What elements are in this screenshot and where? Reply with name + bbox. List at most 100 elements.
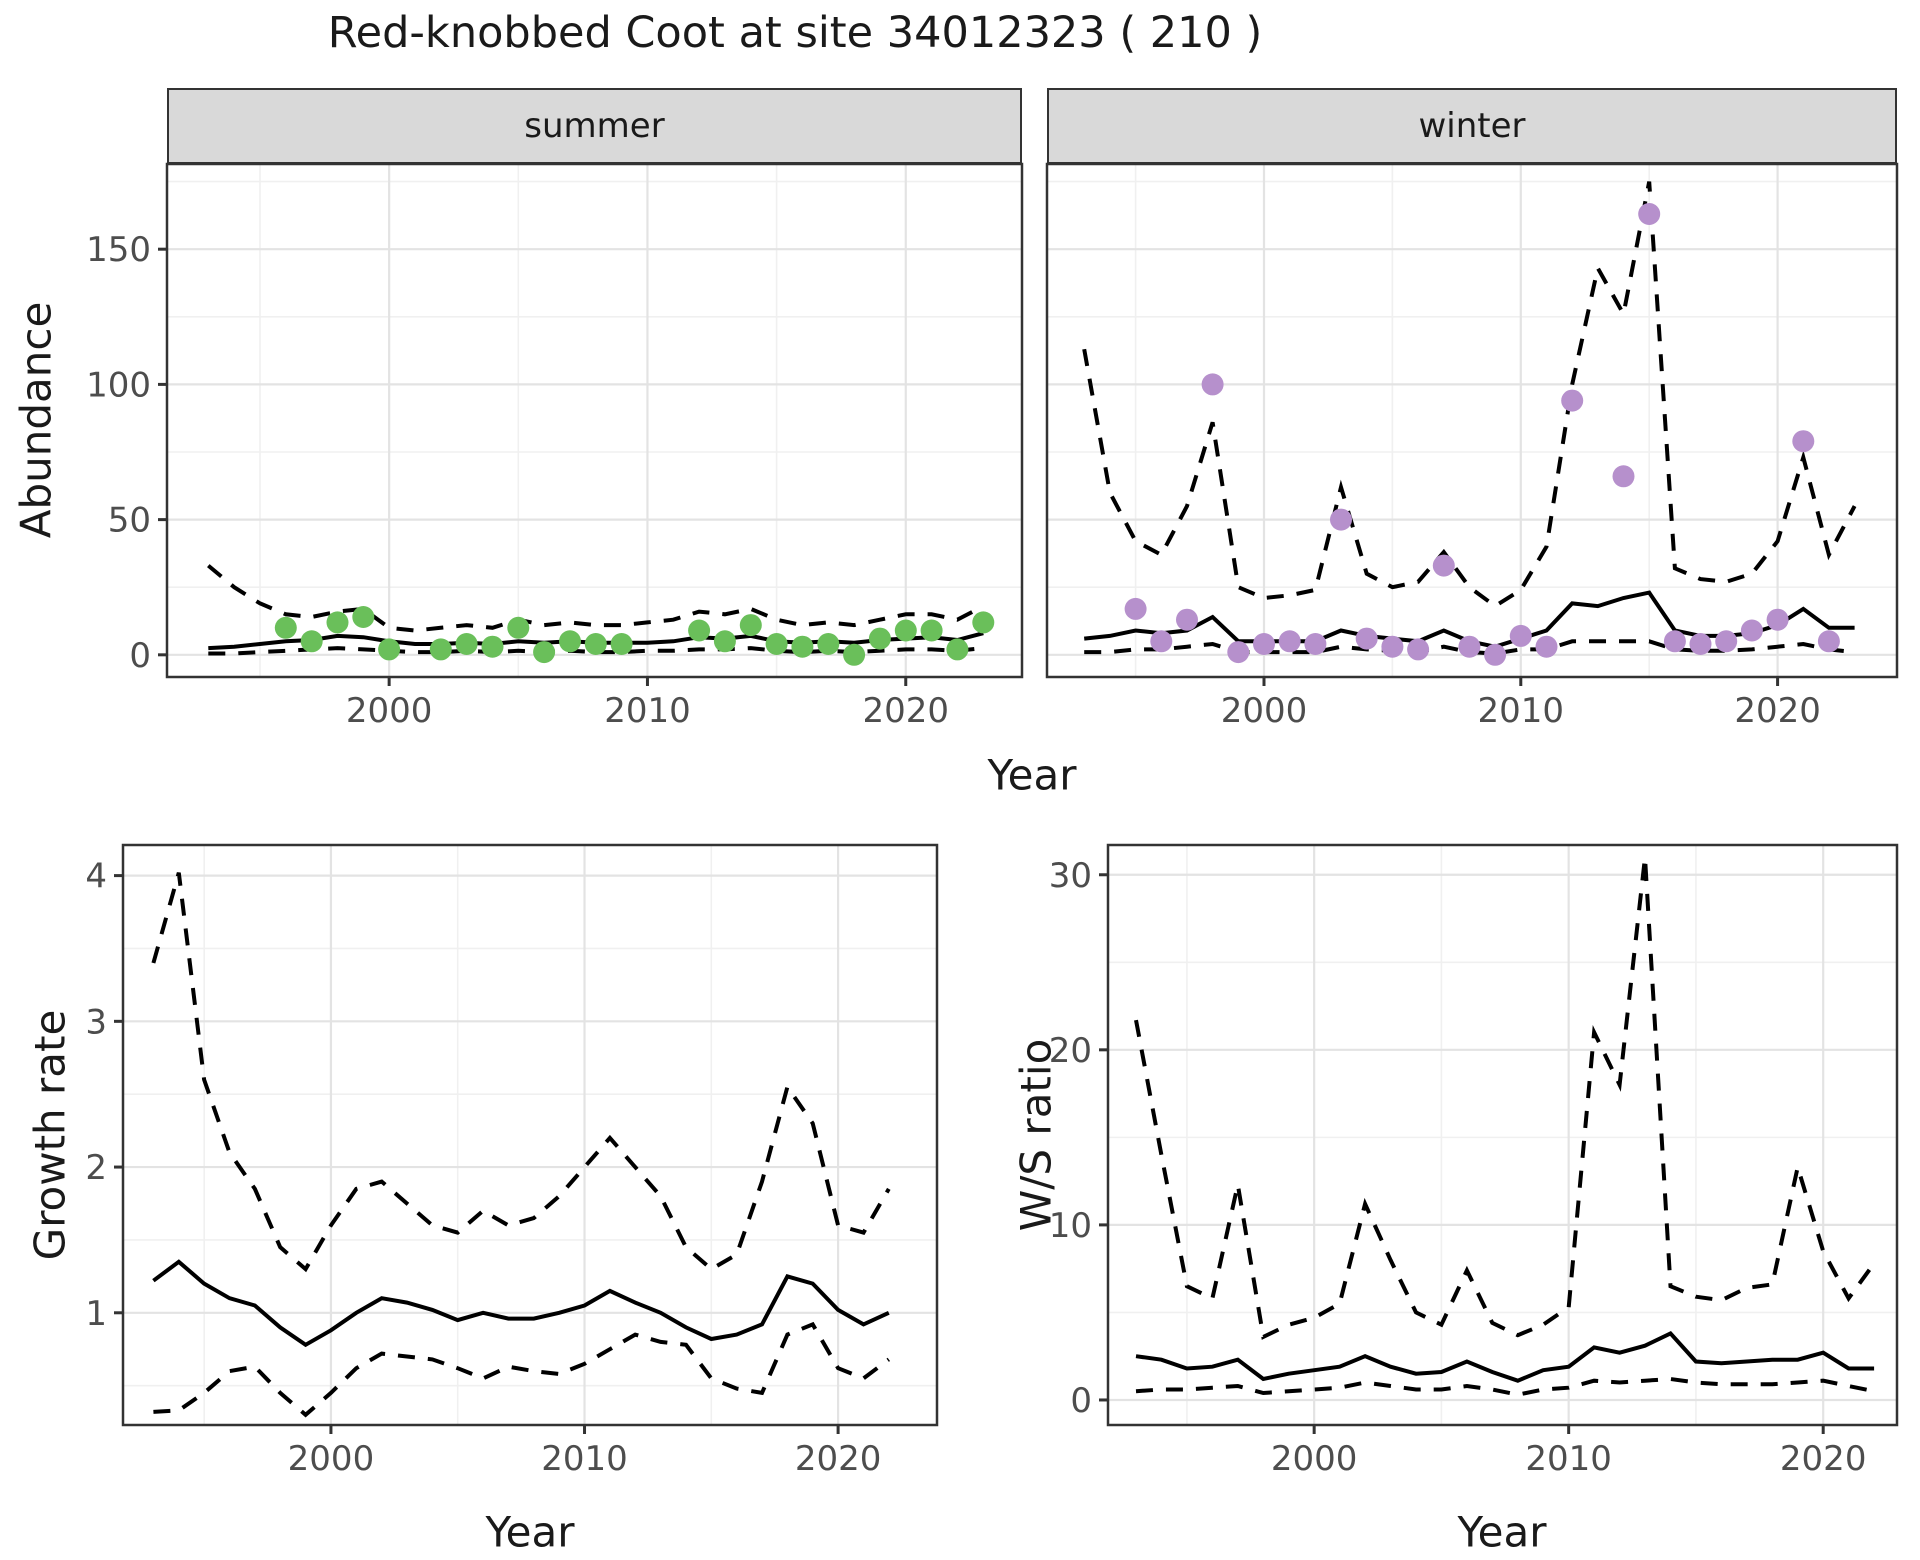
panel-border <box>1045 162 1899 679</box>
upper-ci-line <box>1082 181 1857 609</box>
data-point <box>1253 633 1275 655</box>
axis: 2000 2010 2020 0 10 20 30 <box>1049 856 1867 1479</box>
panel-growth-rate: 2000 2010 2020 1 2 3 4 <box>85 843 939 1479</box>
data-point <box>352 606 375 628</box>
data-point <box>1612 465 1635 488</box>
y-tick-label: 20 <box>1049 1031 1092 1071</box>
data-point <box>739 614 762 637</box>
x-axis-title-ws: Year <box>1457 1507 1547 1557</box>
upper-ci-line <box>1134 857 1876 1340</box>
y-tick-label: 10 <box>1049 1206 1092 1246</box>
lower-ci-line <box>153 1321 891 1418</box>
data-point <box>1663 630 1686 653</box>
data-point <box>713 630 736 653</box>
data-point <box>1355 627 1378 650</box>
data-point <box>1715 630 1738 653</box>
x-tick-label: 2010 <box>1478 691 1565 731</box>
figure-title: Red-knobbed Coot at site 34012323 ( 210 … <box>327 8 1263 58</box>
facet-strip-winter: winter <box>1047 88 1897 164</box>
median-line <box>152 1259 890 1348</box>
data-point <box>378 638 401 661</box>
panel-abundance-summer: 2000 2010 2020 0 50 100 150 <box>86 162 1024 731</box>
y-tick-label: 2 <box>85 1148 107 1188</box>
data-point <box>455 633 478 655</box>
data-point <box>481 635 504 658</box>
data-point <box>868 627 891 650</box>
data-point <box>1817 630 1840 653</box>
y-tick-label: 0 <box>1070 1381 1092 1421</box>
x-tick-label: 2000 <box>1271 1439 1358 1479</box>
x-tick-label: 2020 <box>1780 1439 1867 1479</box>
data-point <box>1150 630 1173 653</box>
data-point <box>1638 203 1661 225</box>
panel-ws-ratio: 2000 2010 2020 0 10 20 30 <box>1049 843 1899 1479</box>
data-point <box>972 611 995 634</box>
y-axis-title-ws: W/S ratio <box>1011 1038 1061 1232</box>
series <box>1082 181 1857 666</box>
upper-ci-line <box>151 872 891 1273</box>
data-point <box>533 641 556 664</box>
data-point <box>843 643 866 666</box>
x-tick-label: 2010 <box>604 691 691 731</box>
y-tick-label: 4 <box>85 857 107 897</box>
grid <box>167 164 1022 677</box>
x-tick-label: 2020 <box>795 1439 882 1479</box>
facet-strip-summer: summer <box>167 88 1022 164</box>
series <box>1134 857 1876 1397</box>
y-tick-label: 30 <box>1049 856 1092 896</box>
data-point <box>300 630 323 653</box>
data-point <box>274 616 297 639</box>
observed-points <box>1124 203 1840 666</box>
data-point <box>1124 597 1147 620</box>
grid <box>1108 845 1897 1425</box>
panel-background <box>1047 164 1897 677</box>
y-tick-label: 100 <box>86 365 151 405</box>
y-tick-label: 50 <box>108 501 151 541</box>
x-axis-title-top: Year <box>987 750 1077 800</box>
axis: 2000 2010 2020 0 50 100 150 <box>86 230 949 731</box>
lower-ci-line <box>1084 639 1855 656</box>
data-point <box>791 635 814 658</box>
data-point <box>1766 608 1789 631</box>
x-tick-label: 2010 <box>1525 1439 1612 1479</box>
data-point <box>1561 389 1584 412</box>
series <box>207 564 995 666</box>
y-tick-label: 150 <box>86 230 151 270</box>
data-point <box>1304 633 1327 655</box>
median-line <box>1135 1330 1875 1383</box>
x-tick-label: 2010 <box>541 1439 628 1479</box>
y-tick-label: 1 <box>85 1294 107 1334</box>
data-point <box>1509 624 1532 647</box>
data-point <box>429 638 452 661</box>
data-point <box>1689 633 1712 655</box>
upper-ci-line <box>207 564 985 633</box>
data-point <box>920 619 943 642</box>
lower-ci-line <box>1135 1376 1875 1397</box>
data-point <box>559 630 581 653</box>
data-point <box>1176 608 1198 631</box>
axis: 2000 2010 2020 1 2 3 4 <box>85 857 881 1479</box>
data-point <box>688 619 711 642</box>
x-tick-label: 2000 <box>1221 691 1308 731</box>
data-point <box>610 633 633 655</box>
x-tick-label: 2020 <box>862 691 949 731</box>
data-point <box>1381 635 1404 658</box>
data-point <box>1792 430 1815 453</box>
panel-background <box>1108 845 1897 1425</box>
panel-abundance-winter: 2000 2010 2020 <box>1045 162 1899 731</box>
y-axis-title-growth: Growth rate <box>25 1009 75 1261</box>
data-point <box>765 633 788 655</box>
data-point <box>1278 630 1301 653</box>
observed-points <box>274 606 995 666</box>
y-tick-label: 0 <box>129 636 151 676</box>
data-point <box>1535 635 1558 658</box>
axis: 2000 2010 2020 <box>1221 677 1821 731</box>
data-point <box>1458 635 1481 658</box>
panel-background <box>167 164 1022 677</box>
data-point <box>1330 508 1352 531</box>
x-axis-title-growth: Year <box>485 1507 575 1557</box>
facet-strip-winter-label: winter <box>1418 106 1526 146</box>
data-point <box>507 616 530 639</box>
y-axis-title-abundance: Abundance <box>11 301 61 539</box>
data-point <box>1227 641 1250 664</box>
